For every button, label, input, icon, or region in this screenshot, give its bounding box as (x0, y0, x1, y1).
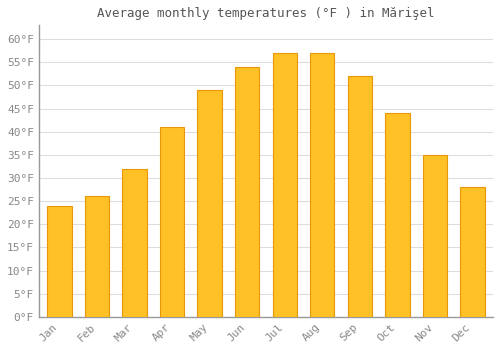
Bar (272, 53, 297, 317)
Bar (235, 67, 260, 317)
Bar (85, 196, 109, 317)
Bar (198, 90, 222, 317)
Bar (122, 169, 146, 317)
Bar (348, 76, 372, 317)
Bar (460, 187, 484, 317)
Bar (385, 113, 409, 317)
Bar (310, 53, 334, 317)
Bar (422, 155, 447, 317)
Bar (160, 127, 184, 317)
Bar (48, 206, 72, 317)
Title: Average monthly temperatures (°F ) in Mărişel: Average monthly temperatures (°F ) in Mă… (97, 7, 434, 20)
